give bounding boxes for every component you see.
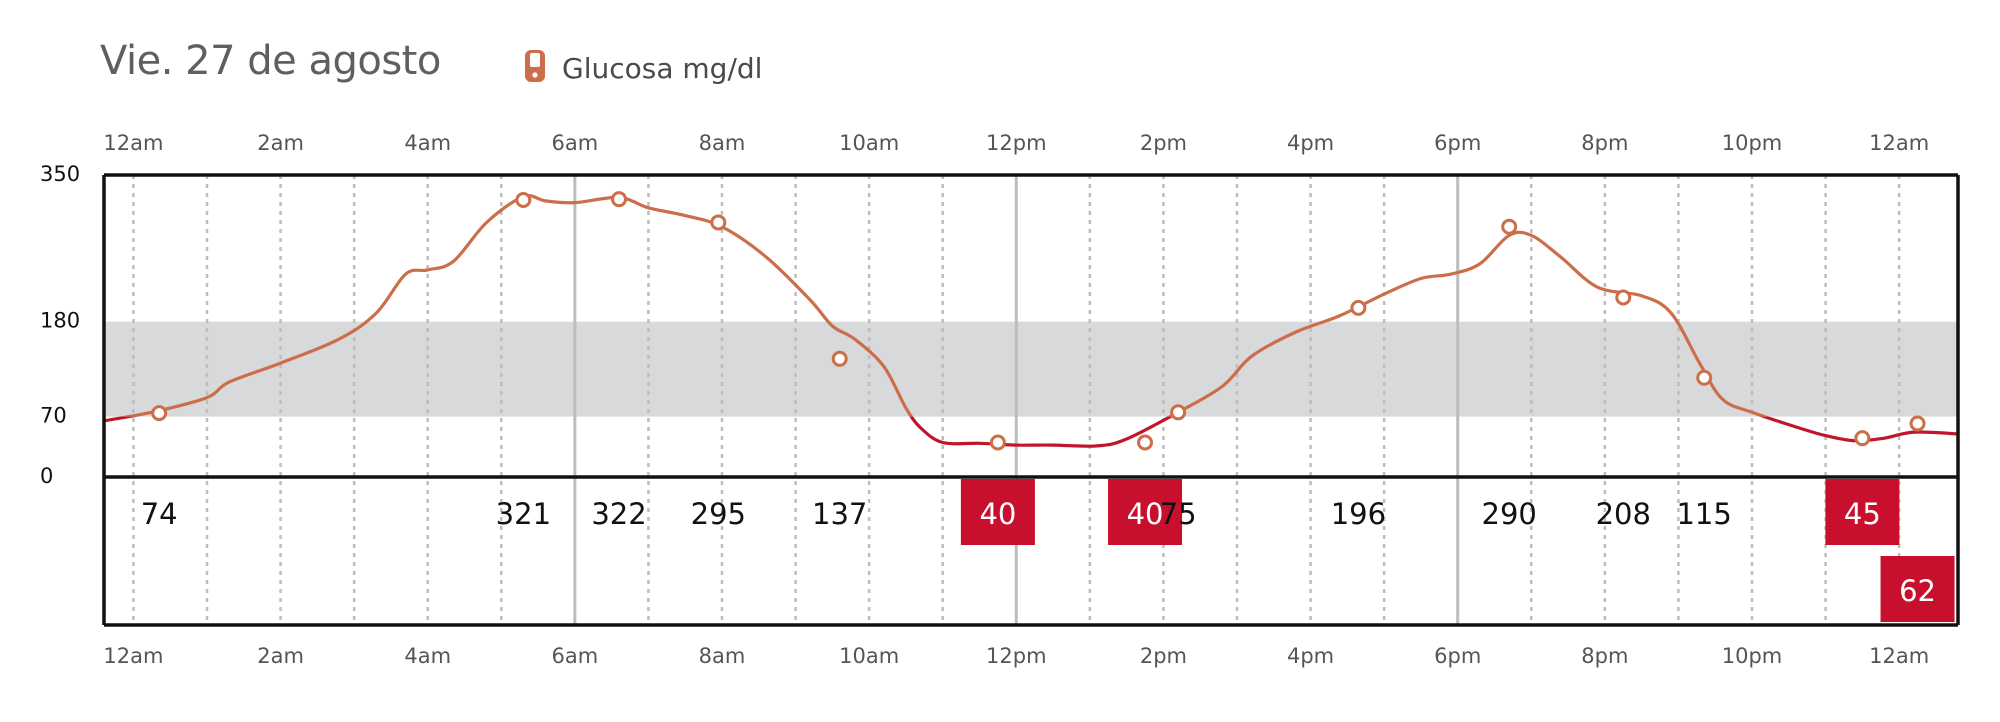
- plot-frame: [102, 173, 1960, 627]
- legend-label: Glucosa mg/dl: [562, 51, 763, 85]
- date-title: Vie. 27 de agosto: [100, 38, 441, 84]
- x-tick-label-top: 8pm: [1581, 131, 1628, 155]
- low-reading-box: [1880, 556, 1955, 622]
- reading-value-label: 74: [141, 497, 178, 531]
- glucose-line-normal: [119, 194, 1770, 417]
- reading-markers: [151, 191, 1926, 451]
- reading-marker: [151, 405, 168, 422]
- x-tick-label-top: 6am: [552, 131, 599, 155]
- low-reading-box: [960, 479, 1035, 545]
- chart-header: Vie. 27 de agosto Glucosa mg/dl: [0, 0, 2000, 110]
- x-tick-label-top: 2pm: [1140, 131, 1187, 155]
- y-tick-label: 180: [40, 309, 80, 333]
- reading-marker: [710, 214, 727, 231]
- low-reading-box: [1108, 479, 1183, 545]
- x-tick-label-bottom: 6am: [552, 644, 599, 668]
- x-tick-label-top: 6pm: [1434, 131, 1481, 155]
- x-tick-label-bottom: 10pm: [1722, 644, 1783, 668]
- reading-value-label: 40: [1127, 497, 1164, 531]
- x-tick-label-bottom: 12pm: [986, 644, 1047, 668]
- y-tick-label: 350: [40, 162, 80, 186]
- reading-marker: [611, 191, 627, 208]
- x-tick-label-bottom: 4pm: [1287, 644, 1334, 668]
- low-reading-box: [1825, 479, 1900, 545]
- reading-value-label: 62: [1899, 574, 1936, 608]
- x-tick-label-bottom: 2am: [257, 644, 304, 668]
- x-tick-label-bottom: 6pm: [1434, 644, 1481, 668]
- x-tick-label-bottom: 12am: [103, 644, 163, 668]
- x-axis-bottom-ticks: 12am 2am 4am 6am 8am 10am 12pm 2pm 4pm 6pm 8pm 10pm…: [103, 644, 1929, 668]
- glucose-line: [104, 194, 1958, 448]
- x-tick-label-bottom: 10am: [839, 644, 899, 668]
- y-tick-label: 70: [40, 404, 67, 428]
- y-tick-label: 0: [40, 464, 53, 488]
- x-axis-top-ticks: 12am 2am 4am 6am 8am 10am 12pm 2pm 4pm 6pm 8pm 10pm…: [103, 131, 1929, 155]
- reading-marker: [1170, 404, 1187, 421]
- x-tick-label-top: 2am: [257, 131, 304, 155]
- reading-marker: [515, 192, 532, 209]
- reading-marker: [1696, 369, 1713, 386]
- x-tick-label-bottom: 12am: [1869, 644, 1929, 668]
- reading-value-label: 137: [812, 497, 867, 531]
- reading-marker: [1854, 430, 1871, 447]
- reading-value-label: 75: [1160, 497, 1197, 531]
- reading-value-label: 322: [591, 497, 646, 531]
- glucose-line-low: [104, 416, 1958, 448]
- reading-marker: [1137, 434, 1154, 451]
- reading-marker: [1615, 289, 1632, 306]
- x-tick-label-top: 12pm: [986, 131, 1047, 155]
- x-tick-label-top: 8am: [699, 131, 746, 155]
- x-tick-label-top: 4am: [404, 131, 451, 155]
- x-tick-label-bottom: 8am: [699, 644, 746, 668]
- glucose-meter-icon: [524, 49, 546, 87]
- reading-marker: [831, 350, 848, 367]
- x-tick-label-top: 12am: [103, 131, 163, 155]
- reading-marker: [1350, 299, 1367, 316]
- x-tick-label-bottom: 2pm: [1140, 644, 1187, 668]
- grid-lines: [132, 175, 1901, 625]
- reading-marker: [989, 434, 1006, 451]
- x-tick-label-bottom: 4am: [404, 644, 451, 668]
- target-range-band: [104, 321, 1958, 417]
- reading-marker: [1909, 415, 1926, 432]
- reading-value-label: 290: [1482, 497, 1537, 531]
- y-axis-ticks: 0 70 180 350: [40, 162, 80, 488]
- x-tick-label-top: 10am: [839, 131, 899, 155]
- reading-value-label: 196: [1331, 497, 1386, 531]
- legend: Glucosa mg/dl: [524, 48, 762, 88]
- reading-value-label: 45: [1844, 497, 1881, 531]
- x-tick-label-top: 12am: [1869, 131, 1929, 155]
- reading-value-label: 321: [496, 497, 551, 531]
- reading-value-label: 115: [1676, 497, 1731, 531]
- x-tick-label-bottom: 8pm: [1581, 644, 1628, 668]
- reading-value-label: 208: [1596, 497, 1651, 531]
- target-range-rect: [104, 321, 1958, 417]
- reading-value-label: 40: [979, 497, 1016, 531]
- x-tick-label-top: 10pm: [1722, 131, 1783, 155]
- reading-value-label: 295: [691, 497, 746, 531]
- reading-marker: [1501, 218, 1518, 235]
- x-tick-label-top: 4pm: [1287, 131, 1334, 155]
